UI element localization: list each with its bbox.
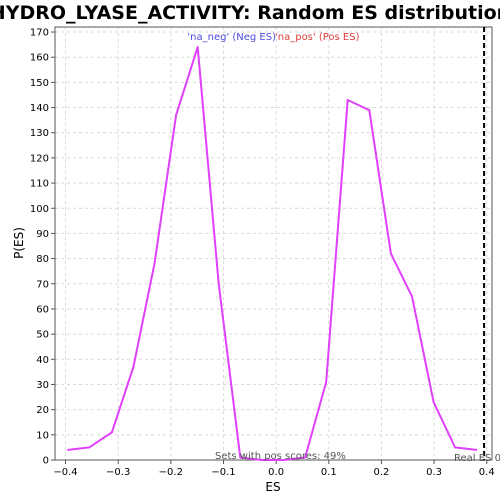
series-layer — [67, 46, 478, 461]
data-point — [260, 459, 263, 461]
x-tick-label: −0.3 — [106, 467, 130, 478]
neg-es-label: 'na_neg' (Neg ES) — [187, 32, 276, 43]
y-tick-label: 60 — [36, 304, 49, 315]
y-tick-label: 70 — [36, 279, 49, 290]
y-tick-label: 120 — [30, 153, 49, 164]
data-point — [196, 46, 199, 49]
data-point — [282, 459, 285, 461]
plot-frame — [54, 26, 493, 461]
data-point — [132, 365, 135, 368]
y-tick-label: 80 — [36, 254, 49, 265]
data-point — [389, 252, 392, 255]
data-point — [432, 401, 435, 404]
y-tick-label: 30 — [36, 380, 49, 391]
data-point — [475, 448, 478, 451]
x-axis-label: ES — [265, 480, 280, 494]
y-tick-label: 20 — [36, 405, 49, 416]
y-tick-label: 40 — [36, 355, 49, 366]
real-es-label: Real ES 0 — [454, 453, 500, 464]
y-tick-label: 110 — [30, 179, 49, 190]
y-tick-label: 130 — [30, 128, 49, 139]
series-line — [68, 46, 477, 461]
y-tick-label: 0 — [43, 456, 49, 467]
y-tick-label: 10 — [36, 430, 49, 441]
data-point — [304, 456, 307, 459]
x-tick-label: 0.4 — [479, 467, 495, 478]
x-tick-label: −0.1 — [211, 467, 235, 478]
data-point — [325, 380, 328, 383]
data-point — [410, 295, 413, 298]
data-point — [239, 456, 242, 459]
data-point — [346, 99, 349, 102]
data-point — [88, 446, 91, 449]
y-tick-label: 150 — [30, 78, 49, 89]
y-axis-label: P(ES) — [12, 227, 26, 259]
y-tick-label: 90 — [36, 229, 49, 240]
x-axis-ticks: −0.4 −0.3 −0.2 −0.1 0.0 0.1 0.2 0.3 0.4 — [53, 460, 495, 478]
data-point — [153, 262, 156, 265]
data-point — [67, 448, 70, 451]
x-tick-label: 0.3 — [426, 467, 442, 478]
x-tick-label: −0.2 — [159, 467, 183, 478]
y-tick-label: 170 — [30, 28, 49, 39]
x-tick-label: 0.2 — [373, 467, 389, 478]
y-axis-ticks: 0 10 20 30 40 50 60 70 80 90 100 110 120 130 140 150 160… — [30, 28, 55, 467]
data-point — [368, 109, 371, 112]
grid-lines — [55, 27, 492, 461]
x-tick-label: 0.0 — [268, 467, 284, 478]
chart-title: HYDRO_LYASE_ACTIVITY: Random ES distribu… — [0, 2, 500, 24]
pos-scores-label: Sets with pos scores: 49% — [215, 451, 346, 462]
y-tick-label: 140 — [30, 103, 49, 114]
y-tick-label: 50 — [36, 330, 49, 341]
y-tick-label: 100 — [30, 204, 49, 215]
data-point — [175, 114, 178, 117]
data-point — [217, 282, 220, 285]
y-tick-label: 160 — [30, 53, 49, 64]
data-point — [454, 446, 457, 449]
x-tick-label: 0.1 — [321, 467, 337, 478]
pos-es-label: 'na_pos' (Pos ES) — [275, 32, 360, 43]
data-point — [110, 431, 113, 434]
x-tick-label: −0.4 — [53, 467, 77, 478]
